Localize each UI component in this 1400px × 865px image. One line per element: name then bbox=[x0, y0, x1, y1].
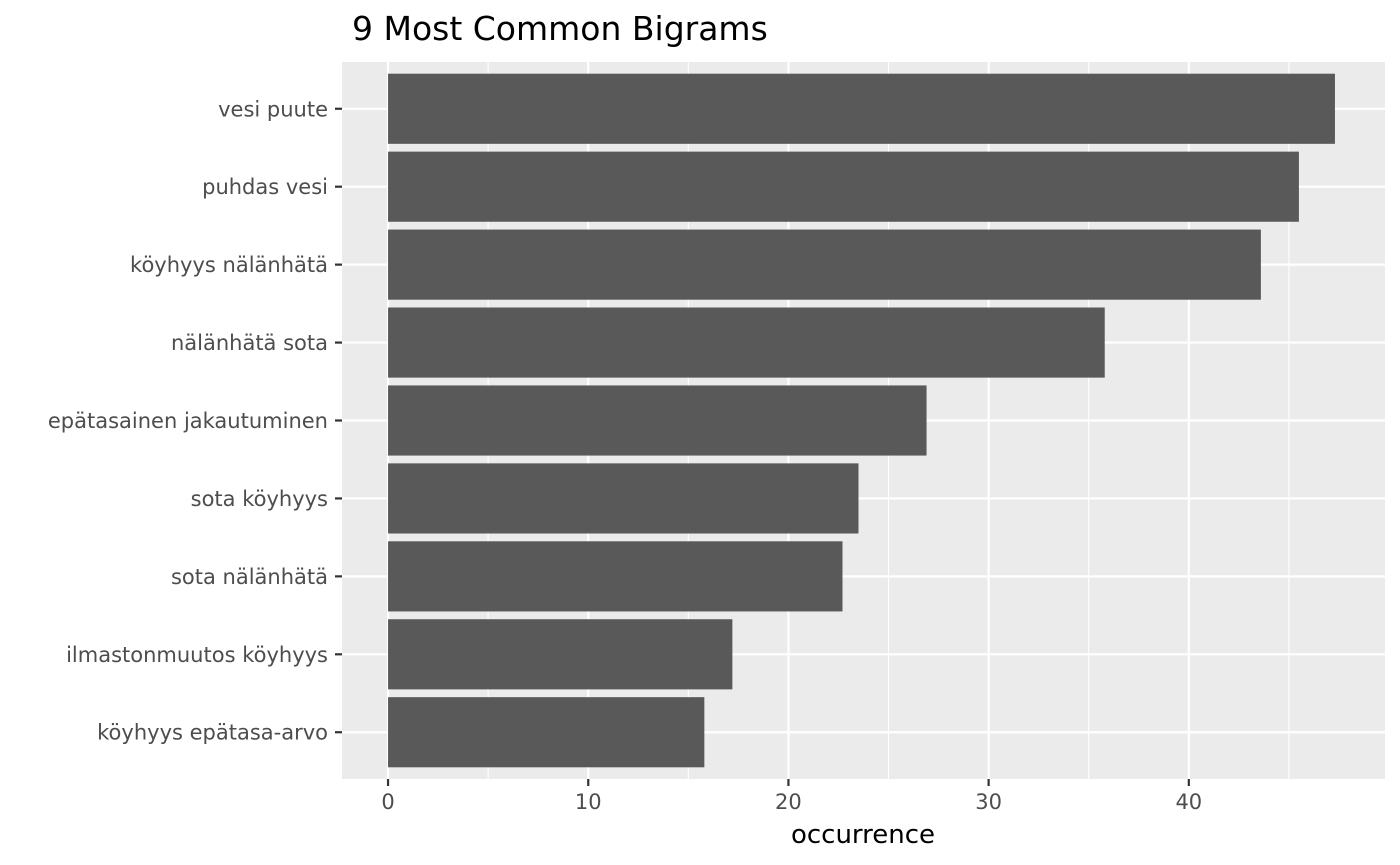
bar bbox=[388, 73, 1335, 144]
x-axis: 0 10 20 30 40 bbox=[381, 779, 1202, 814]
y-tick-label: nälänhätä sota bbox=[171, 331, 328, 355]
x-tick-label: 0 bbox=[381, 790, 394, 814]
y-tick-label: ilmastonmuutos köyhyys bbox=[66, 643, 328, 667]
bar bbox=[388, 307, 1105, 378]
bar bbox=[388, 229, 1261, 300]
x-tick-label: 20 bbox=[775, 790, 802, 814]
y-tick-label: sota nälänhätä bbox=[171, 565, 328, 589]
bar bbox=[388, 697, 705, 768]
y-tick-label: epätasainen jakautuminen bbox=[48, 409, 328, 433]
y-tick-label: vesi puute bbox=[218, 97, 328, 121]
bar bbox=[388, 541, 843, 612]
bar bbox=[388, 619, 733, 690]
x-tick-label: 40 bbox=[1175, 790, 1202, 814]
y-tick-label: köyhyys epätasa-arvo bbox=[97, 721, 328, 745]
bar bbox=[388, 463, 859, 534]
bar bbox=[388, 385, 927, 456]
y-tick-label: köyhyys nälänhätä bbox=[130, 253, 328, 277]
x-axis-label: occurrence bbox=[791, 820, 935, 850]
y-tick-label: sota köyhyys bbox=[191, 487, 328, 511]
y-axis: vesi puute puhdas vesi köyhyys nälänhätä nä… bbox=[48, 97, 342, 745]
x-tick-label: 30 bbox=[975, 790, 1002, 814]
chart-title: 9 Most Common Bigrams bbox=[352, 9, 768, 48]
y-tick-label: puhdas vesi bbox=[202, 175, 328, 199]
bar bbox=[388, 151, 1299, 222]
bars bbox=[388, 73, 1335, 768]
x-tick-label: 10 bbox=[575, 790, 602, 814]
